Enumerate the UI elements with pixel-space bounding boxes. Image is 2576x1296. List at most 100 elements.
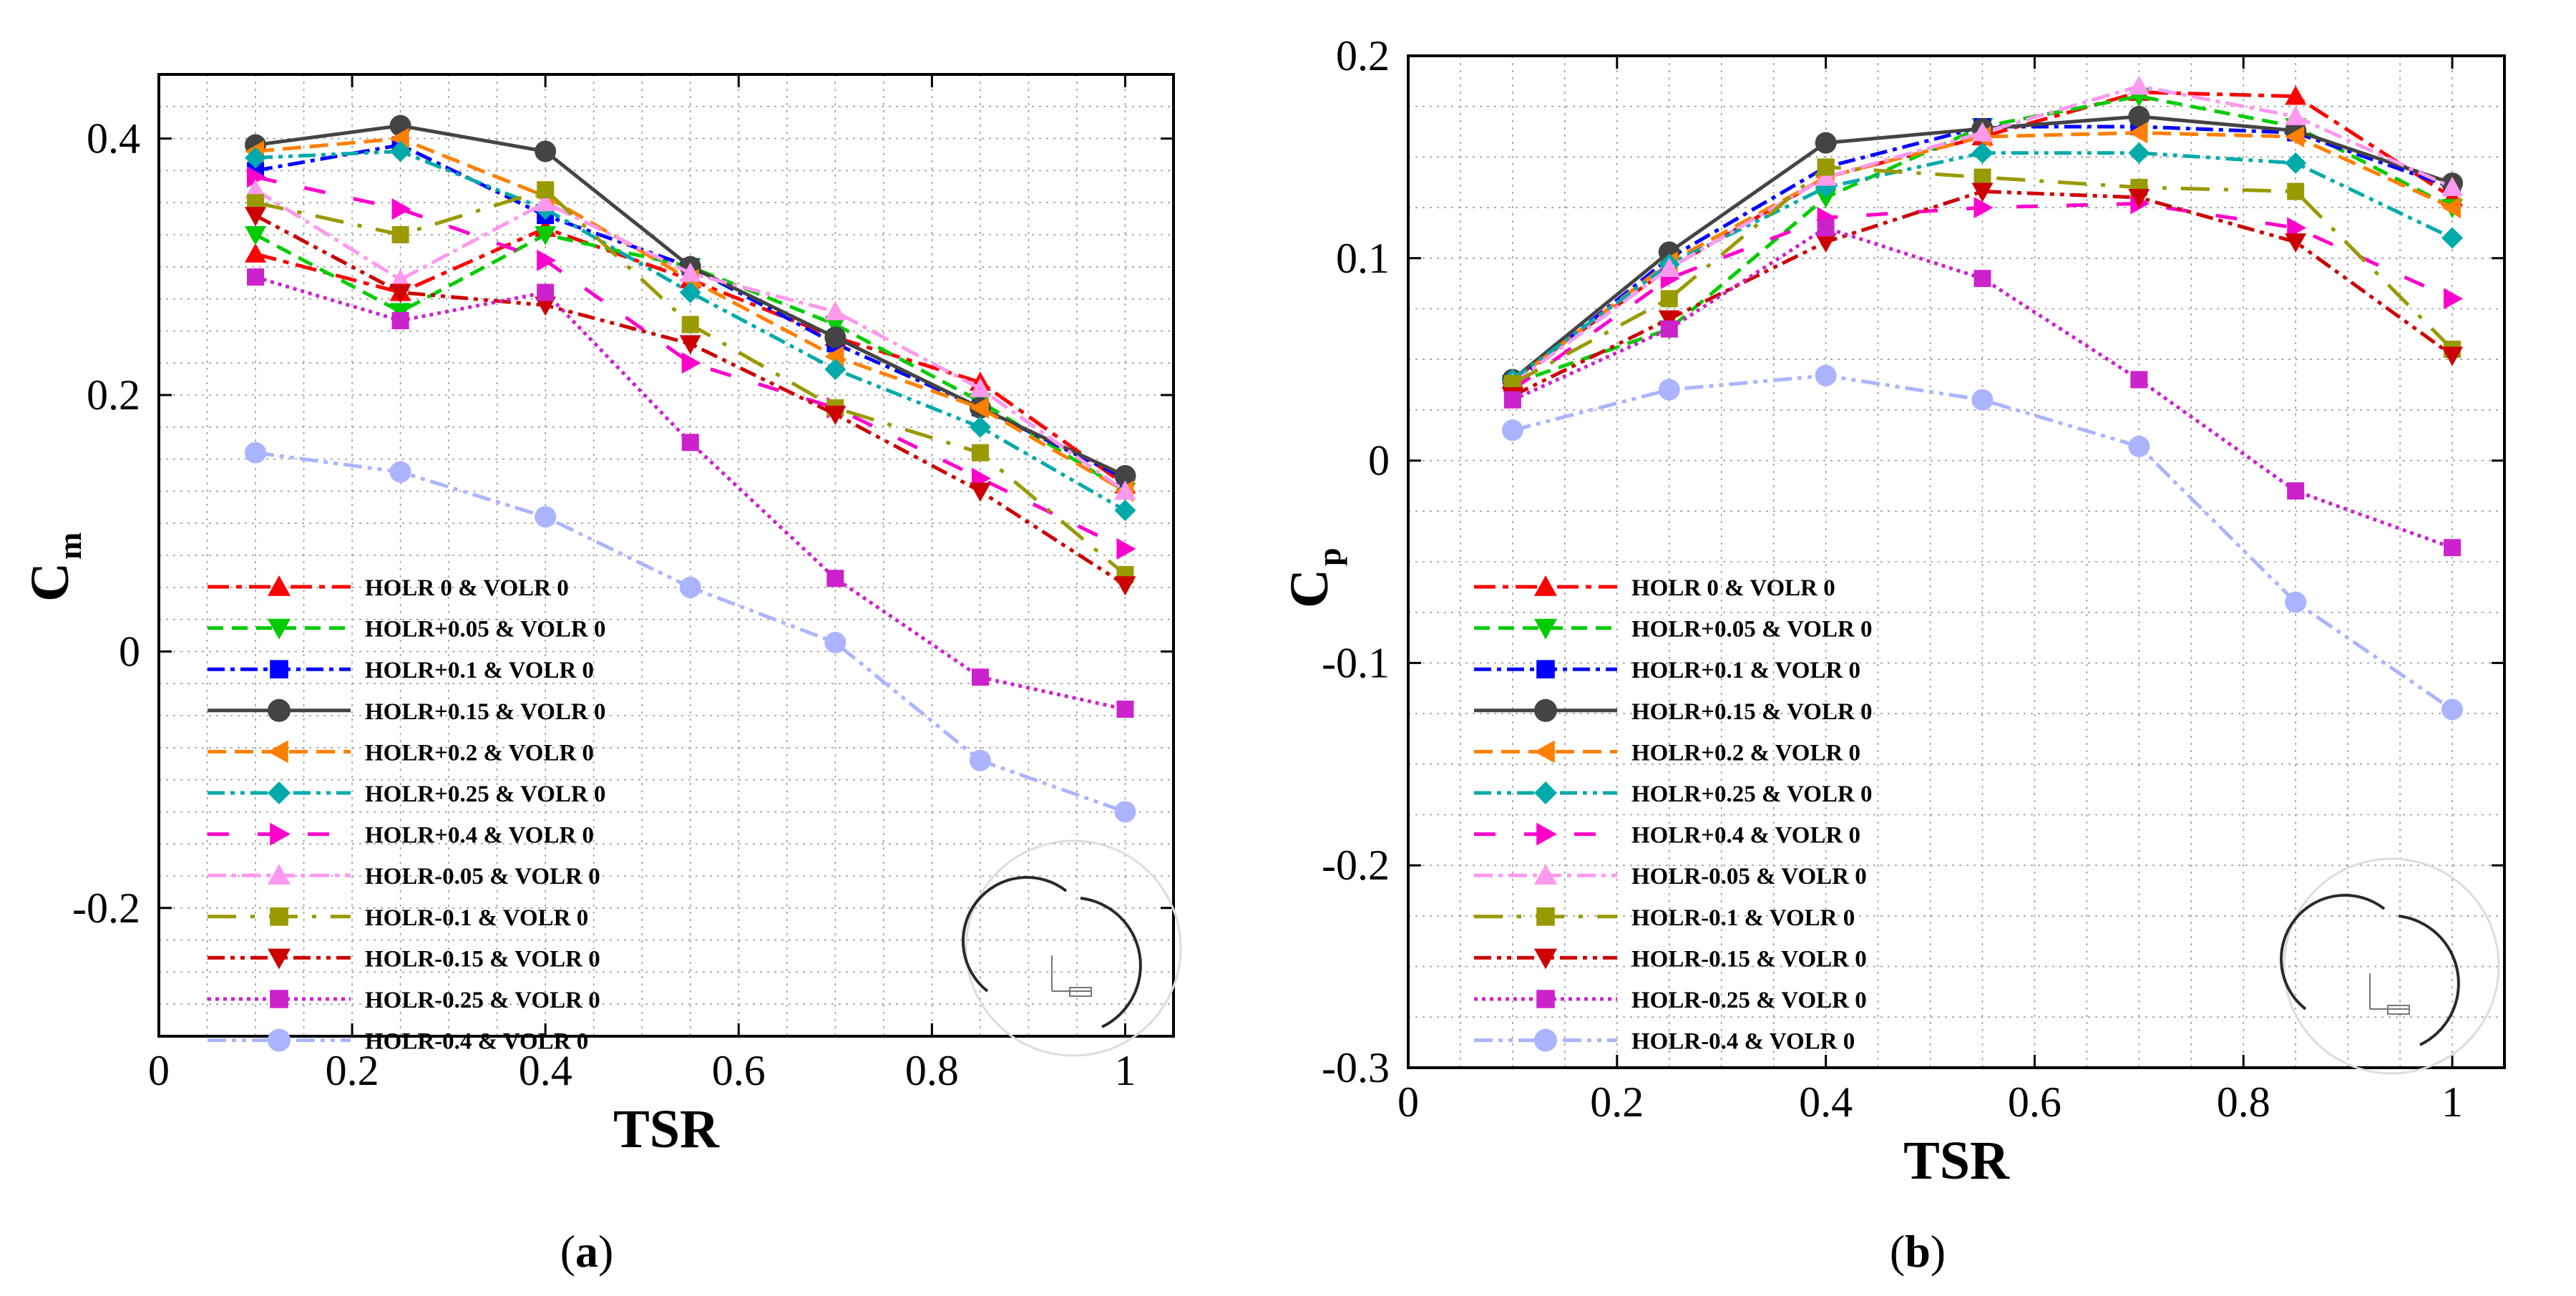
data-point (1114, 500, 1136, 522)
rotor-blade-right (1080, 897, 1142, 1028)
rotor-blade-left (962, 876, 1068, 993)
y-tick-label: 0.2 (87, 371, 140, 419)
series (245, 207, 1136, 596)
data-point (537, 181, 555, 199)
legend-item: HOLR-0.25 & VOLR 0 (1474, 988, 1867, 1013)
data-point (247, 166, 267, 188)
data-point (1971, 182, 1994, 203)
x-tick-label: 0.4 (1799, 1078, 1853, 1126)
data-point (2128, 122, 2148, 144)
data-point (2130, 371, 2148, 389)
x-tick-label: 0 (1397, 1078, 1419, 1126)
data-point (971, 668, 989, 686)
data-point (245, 147, 267, 169)
series (1503, 193, 2464, 401)
legend-item: HOLR+0.25 & VOLR 0 (208, 781, 606, 807)
series (245, 442, 1136, 823)
legend-item: HOLR+0.1 & VOLR 0 (1474, 658, 1860, 683)
plot-frame (1407, 54, 2506, 1069)
legend-marker (268, 740, 288, 764)
data-point (969, 396, 989, 419)
legend-marker (1536, 822, 1557, 846)
legend-marker (268, 948, 291, 970)
legend-label: HOLR+0.15 & VOLR 0 (1631, 699, 1873, 725)
data-point (1815, 188, 1837, 208)
data-point (1815, 166, 1837, 186)
data-point (2444, 288, 2464, 310)
legend-marker (268, 575, 291, 596)
data-point (681, 434, 699, 452)
data-point (391, 312, 409, 330)
data-point (245, 243, 267, 263)
y-axis-title: Cm (20, 532, 88, 602)
data-point (969, 482, 991, 502)
data-point (824, 346, 844, 368)
legend-marker (1536, 990, 1555, 1008)
data-point (2441, 197, 2462, 219)
legend-marker (270, 990, 288, 1008)
series (247, 268, 1134, 718)
legend-label: HOLR+0.05 & VOLR 0 (365, 617, 606, 643)
y-tick-label: 0 (119, 628, 140, 675)
panel-a-cm-chart: 0 0.2 0.4 0.6 0.8 1 -0.2 0 0.2 0.4 TSR Cm HOLR 0 & V… (20, 73, 1182, 1277)
legend-label: HOLR-0.4 & VOLR 0 (1631, 1029, 1855, 1055)
legend-label: HOLR 0 & VOLR 0 (1631, 575, 1835, 601)
legend-marker (1536, 907, 1555, 926)
data-point (535, 506, 557, 528)
legend-item: HOLR 0 & VOLR 0 (208, 575, 569, 601)
legend-item: HOLR+0.15 & VOLR 0 (208, 698, 606, 725)
data-point (1817, 158, 1835, 176)
legend-label: HOLR-0.15 & VOLR 0 (365, 946, 600, 972)
legend-label: HOLR+0.2 & VOLR 0 (1631, 740, 1860, 766)
y-tick-label: 0.2 (1336, 32, 1390, 79)
y-tick-label: -0.1 (1322, 639, 1390, 686)
data-point (245, 179, 267, 199)
data-point (389, 461, 411, 483)
legend-marker (268, 1028, 291, 1052)
data-point (389, 283, 411, 303)
plot-frame (157, 73, 1175, 1038)
legend-marker (1534, 948, 1557, 970)
data-point (2287, 217, 2307, 239)
legend-marker (268, 781, 291, 804)
rotor-blade-left (2280, 894, 2386, 1010)
data-point (971, 444, 989, 462)
legend-marker (1536, 660, 1555, 678)
data-point (1116, 538, 1136, 560)
x-axis-title: TSR (613, 1099, 720, 1159)
data-point (1817, 219, 1835, 237)
x-tick-label: 0.8 (2217, 1078, 2270, 1126)
data-point (2128, 188, 2150, 208)
legend-marker (1534, 618, 1557, 640)
data-point (2285, 105, 2307, 125)
data-point (2287, 182, 2305, 200)
data-point (535, 226, 557, 245)
legend-marker (270, 822, 291, 846)
series (1501, 75, 2464, 393)
caption-open-paren: ( (1890, 1226, 1905, 1277)
y-axis-title-main: C (1279, 569, 1340, 608)
data-point (537, 249, 557, 271)
legend-item: HOLR+0.4 & VOLR 0 (208, 822, 594, 849)
data-point (1815, 233, 1837, 253)
data-point (679, 576, 701, 598)
series (245, 179, 1136, 500)
legend-marker (268, 698, 291, 722)
series-group (245, 115, 1136, 823)
legend-item: HOLR-0.4 & VOLR 0 (208, 1028, 588, 1055)
data-point (1501, 419, 1523, 442)
series (1501, 364, 2464, 721)
legend-label: HOLR+0.25 & VOLR 0 (1631, 781, 1873, 807)
data-point (1660, 290, 1678, 308)
caption-close-paren: ) (1931, 1226, 1946, 1277)
data-point (2444, 539, 2462, 557)
y-tick-label: 0 (1368, 437, 1390, 484)
data-point (969, 416, 991, 438)
y-tick-label: -0.3 (1322, 1044, 1390, 1091)
data-point (391, 198, 411, 220)
data-point (535, 192, 557, 212)
data-point (1974, 197, 1994, 219)
legend-label: HOLR+0.4 & VOLR 0 (1631, 823, 1860, 849)
data-point (1503, 391, 1521, 409)
legend-item: HOLR-0.05 & VOLR 0 (208, 864, 600, 890)
